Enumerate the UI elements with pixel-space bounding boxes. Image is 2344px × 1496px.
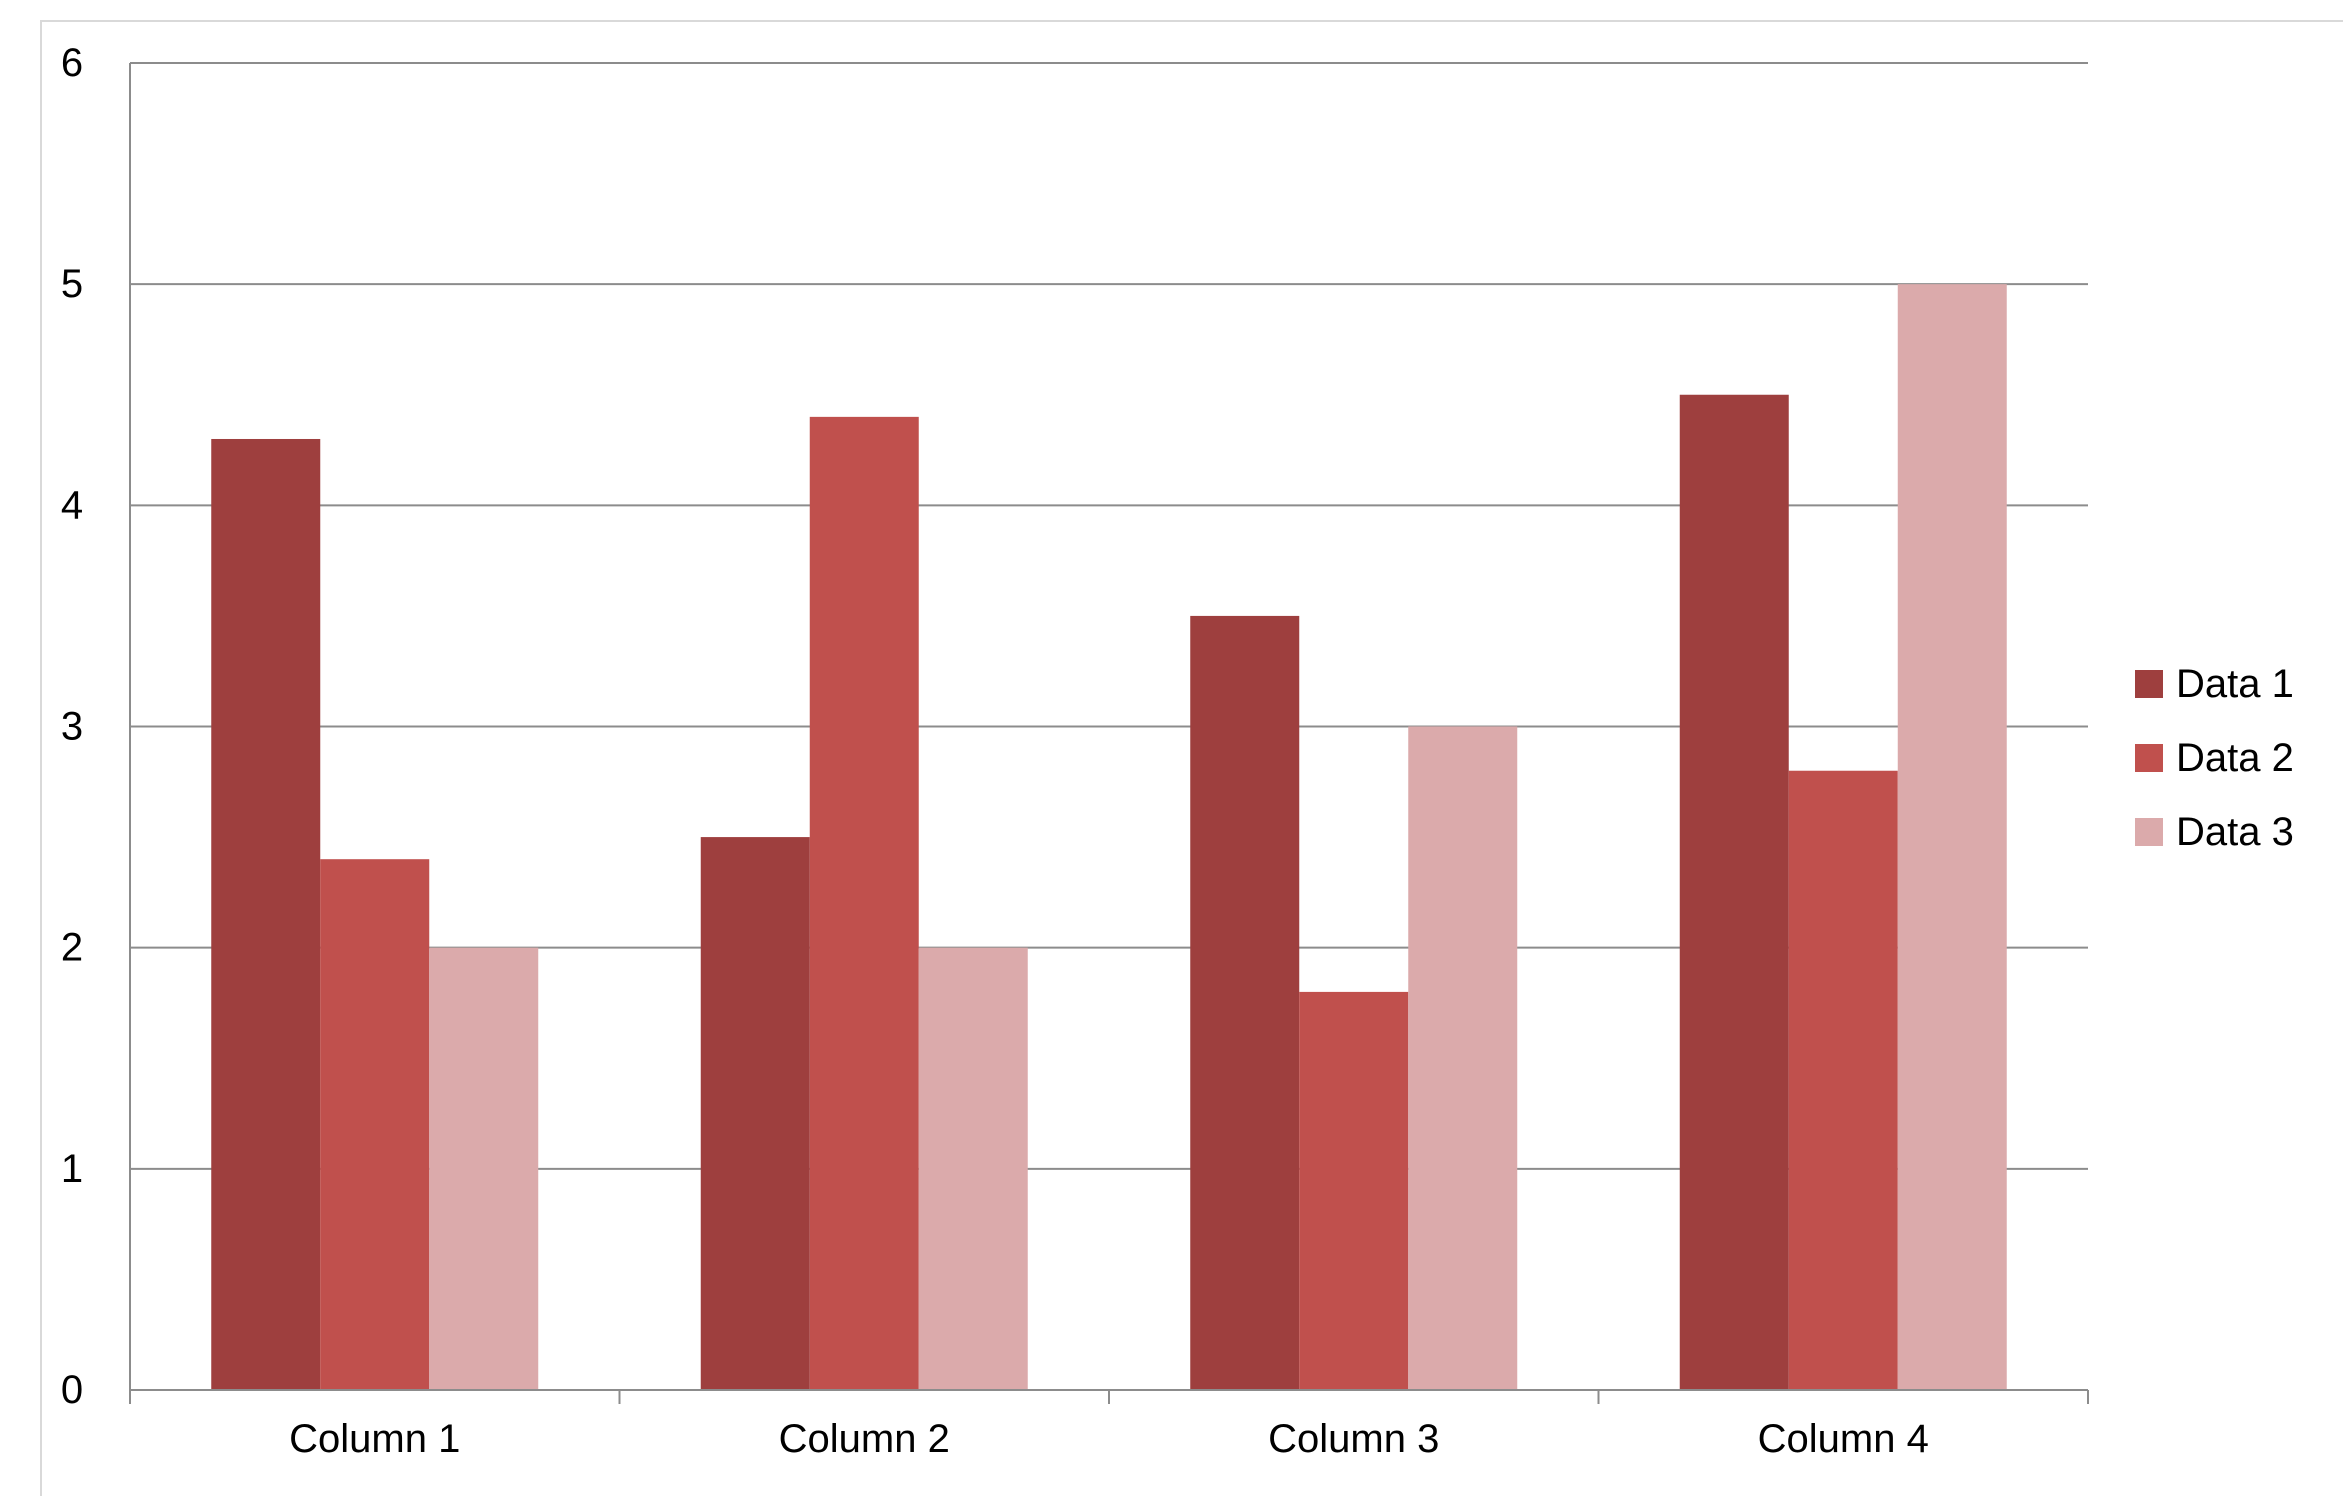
bars [211,284,2007,1391]
legend-label: Data 2 [2176,736,2294,780]
bar-data-1-1 [211,438,321,1390]
bar-data-2-1 [320,859,430,1390]
bar-data-3-1 [429,947,539,1390]
x-tick-label: Column 3 [1268,1417,1439,1461]
bar-data-2-2 [809,416,919,1390]
legend-label: Data 3 [2176,810,2294,854]
y-tick-label: 2 [61,926,83,970]
chart-frame [40,20,2343,1496]
bar-data-2-4 [1788,770,1898,1390]
y-tick-label: 4 [61,483,83,527]
bar-data-2-3 [1299,991,1409,1390]
x-tick-labels: Column 1 Column 2 Column 3 Column 4 [289,1417,1929,1461]
legend: Data 1 Data 2 Data 3 [2135,662,2294,854]
legend-label: Data 1 [2176,662,2294,706]
y-tick-label: 0 [61,1368,83,1412]
bar-data-3-4 [1897,284,2007,1391]
bar-data-1-4 [1679,394,1789,1390]
bar-data-1-3 [1190,615,1300,1390]
bar-data-3-3 [1408,726,1518,1390]
legend-swatch [2135,670,2163,698]
y-tick-label: 6 [61,41,83,85]
legend-swatch [2135,744,2163,772]
axes [129,63,2089,1404]
legend-swatch [2135,818,2163,846]
y-tick-labels: 0 1 2 3 4 5 6 [61,41,83,1412]
bar-data-1-2 [700,837,810,1390]
x-tick-label: Column 1 [289,1417,460,1461]
y-tick-label: 1 [61,1147,83,1191]
x-tick-label: Column 2 [779,1417,950,1461]
y-tick-label: 5 [61,262,83,306]
bar-data-3-2 [918,947,1028,1390]
x-tick-label: Column 4 [1758,1417,1929,1461]
y-tick-label: 3 [61,705,83,749]
